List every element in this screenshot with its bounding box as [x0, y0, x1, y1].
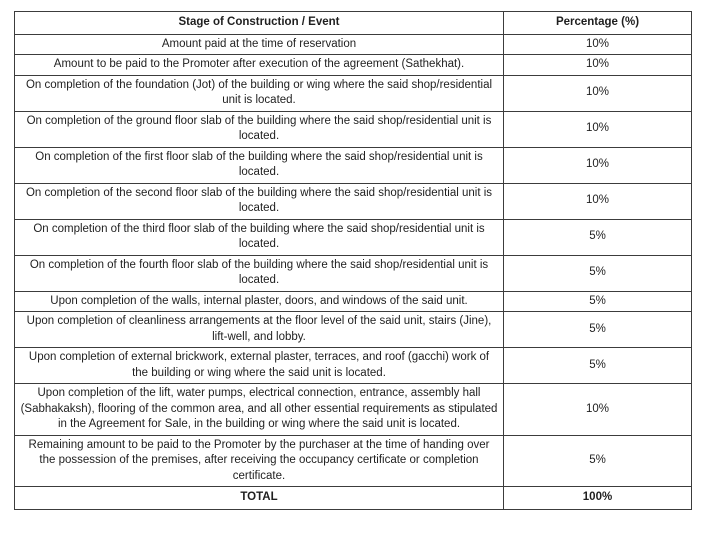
table-row: On completion of the first floor slab of… — [14, 146, 692, 184]
percentage-cell: 10% — [503, 182, 692, 220]
stage-cell: On completion of the ground floor slab o… — [14, 110, 504, 148]
total-label-cell: TOTAL — [14, 486, 504, 510]
stage-cell: On completion of the foundation (Jot) of… — [14, 74, 504, 112]
stage-cell: Upon completion of external brickwork, e… — [14, 347, 504, 384]
percentage-cell: 5% — [503, 434, 692, 487]
table-row: Upon completion of the lift, water pumps… — [14, 383, 692, 436]
table-row: Upon completion of cleanliness arrangeme… — [14, 311, 692, 348]
stage-cell: On completion of the third floor slab of… — [14, 218, 504, 256]
table-row: Upon completion of the walls, internal p… — [14, 290, 692, 312]
stage-column-header: Stage of Construction / Event — [14, 11, 504, 35]
percentage-cell: 10% — [503, 33, 692, 55]
table-header: Stage of Construction / Event Percentage… — [14, 11, 692, 35]
table-row: On completion of the second floor slab o… — [14, 182, 692, 220]
table-row: Amount paid at the time of reservation 1… — [14, 33, 692, 55]
total-percentage-cell: 100% — [503, 486, 692, 510]
stage-cell: On completion of the first floor slab of… — [14, 146, 504, 184]
stage-cell: Amount paid at the time of reservation — [14, 33, 504, 55]
percentage-cell: 10% — [503, 74, 692, 112]
percentage-cell: 5% — [503, 290, 692, 312]
percentage-cell: 5% — [503, 311, 692, 348]
table-row: On completion of the third floor slab of… — [14, 218, 692, 256]
percentage-cell: 5% — [503, 254, 692, 292]
percentage-cell: 5% — [503, 347, 692, 384]
stage-cell: Remaining amount to be paid to the Promo… — [14, 434, 504, 487]
percentage-cell: 10% — [503, 383, 692, 436]
table-row: On completion of the foundation (Jot) of… — [14, 74, 692, 112]
table-row: On completion of the fourth floor slab o… — [14, 254, 692, 292]
percentage-cell: 10% — [503, 54, 692, 76]
table-footer: TOTAL 100% — [14, 486, 692, 510]
table-row: On completion of the ground floor slab o… — [14, 110, 692, 148]
stage-cell: Upon completion of the lift, water pumps… — [14, 383, 504, 436]
percentage-cell: 10% — [503, 146, 692, 184]
table-row: Amount to be paid to the Promoter after … — [14, 54, 692, 76]
total-row: TOTAL 100% — [14, 486, 692, 510]
stage-cell: Upon completion of the walls, internal p… — [14, 290, 504, 312]
percentage-cell: 5% — [503, 218, 692, 256]
table-body: Amount paid at the time of reservation 1… — [14, 33, 692, 487]
stage-cell: Upon completion of cleanliness arrangeme… — [14, 311, 504, 348]
percentage-cell: 10% — [503, 110, 692, 148]
header-row: Stage of Construction / Event Percentage… — [14, 11, 692, 35]
percentage-column-header: Percentage (%) — [503, 11, 692, 35]
stage-cell: Amount to be paid to the Promoter after … — [14, 54, 504, 76]
table-row: Upon completion of external brickwork, e… — [14, 347, 692, 384]
stage-cell: On completion of the fourth floor slab o… — [14, 254, 504, 292]
table-row: Remaining amount to be paid to the Promo… — [14, 434, 692, 487]
payment-schedule-table: Stage of Construction / Event Percentage… — [14, 11, 692, 510]
stage-cell: On completion of the second floor slab o… — [14, 182, 504, 220]
